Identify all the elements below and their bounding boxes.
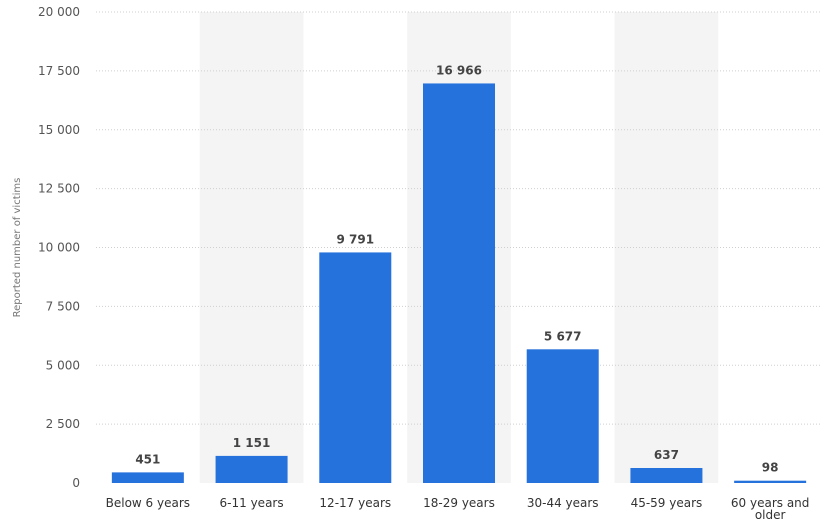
data-label: 16 966: [436, 63, 482, 77]
bar: [111, 472, 184, 483]
bar: [319, 252, 392, 483]
y-axis-ticks: 0 2 500 5 000 7 500 10 000 12 500 15 000 17 500…: [38, 5, 80, 490]
x-tick-label: 60 years and older: [731, 496, 810, 522]
bar: [630, 467, 703, 483]
x-tick-label: Below 6 years: [106, 496, 190, 510]
data-label: 9 791: [336, 232, 374, 246]
data-label: 1 151: [233, 436, 271, 450]
y-tick-label: 15 000: [38, 123, 80, 137]
data-label: 98: [762, 461, 779, 475]
bar: [423, 83, 495, 484]
y-tick-label: 20 000: [38, 5, 80, 19]
x-tick-label: 18-29 years: [423, 496, 495, 510]
y-tick-label: 12 500: [38, 182, 80, 196]
category-band: [199, 12, 304, 483]
data-labels: 451 1 151 9 791 16 966 5 677 637 98: [135, 63, 778, 474]
data-label: 5 677: [544, 329, 582, 343]
y-tick-label: 17 500: [38, 64, 80, 78]
y-tick-label: 0: [72, 476, 80, 490]
y-tick-label: 10 000: [38, 241, 80, 255]
y-axis-title: Reported number of victims: [12, 178, 23, 318]
data-label: 451: [135, 452, 160, 466]
bars: [111, 83, 807, 484]
bar: [215, 455, 288, 483]
x-tick-label: 12-17 years: [319, 496, 391, 510]
x-axis-labels: Below 6 years 6-11 years 12-17 years 18-29 …: [106, 496, 810, 522]
y-tick-label: 7 500: [46, 299, 80, 313]
y-tick-label: 2 500: [46, 417, 80, 431]
bar: [526, 349, 599, 483]
data-label: 637: [654, 448, 679, 462]
bar: [734, 480, 807, 483]
y-tick-label: 5 000: [46, 358, 80, 372]
x-tick-label: 30-44 years: [527, 496, 599, 510]
x-tick-label: 45-59 years: [631, 496, 703, 510]
x-tick-label: 6-11 years: [220, 496, 284, 510]
